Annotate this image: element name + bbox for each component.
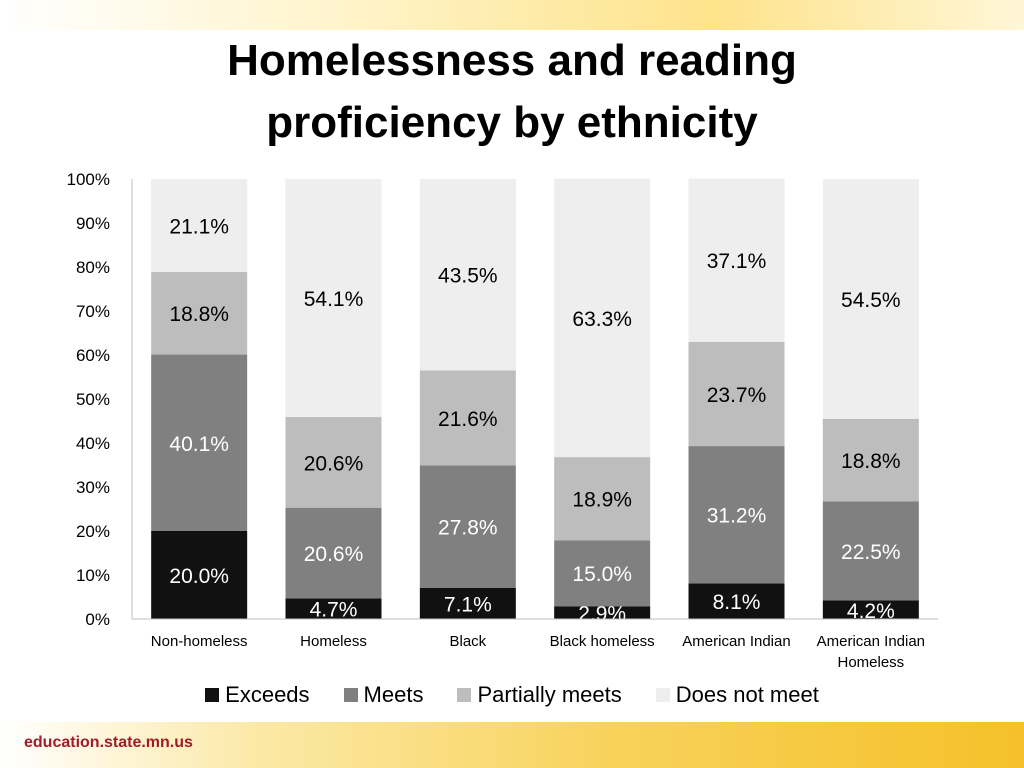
footer-url[interactable]: education.state.mn.us — [24, 734, 193, 751]
y-tick-label: 90% — [76, 214, 110, 233]
chart-title: Homelessness and reading proficiency by … — [227, 36, 797, 147]
bar-segment — [554, 178, 651, 458]
x-category-label: Homeless — [300, 633, 367, 650]
y-tick-label: 80% — [76, 258, 110, 277]
data-label: 18.8% — [841, 450, 901, 473]
legend-label: Meets — [363, 682, 424, 707]
bar-segment — [285, 179, 382, 418]
data-label: 23.7% — [707, 384, 767, 407]
y-tick-label: 0% — [85, 610, 110, 629]
header-band — [0, 0, 1024, 30]
bar-segment — [151, 354, 248, 531]
data-label: 54.5% — [841, 289, 901, 312]
y-tick-label: 100% — [67, 170, 110, 189]
bar-segment — [285, 417, 382, 508]
data-label: 20.6% — [304, 452, 364, 475]
legend-swatch — [655, 688, 670, 702]
legend-item: Does not meet — [655, 682, 819, 708]
data-label: 31.2% — [707, 505, 767, 528]
data-label: 15.0% — [572, 563, 632, 586]
data-label: 63.3% — [572, 308, 632, 331]
bar-segment — [554, 457, 651, 541]
chart-legend: Exceeds Meets Partially meets Does not meet — [0, 682, 1024, 708]
bar-segment — [285, 507, 382, 599]
data-label: 22.5% — [841, 541, 901, 564]
data-label: 7.1% — [444, 593, 492, 616]
bar-segment — [151, 271, 248, 355]
legend-swatch — [343, 688, 358, 702]
data-label: 4.7% — [310, 599, 358, 622]
bar-segment — [419, 370, 516, 466]
bar-segment — [688, 583, 785, 619]
bar-segment — [285, 598, 382, 619]
legend-item: Exceeds — [205, 682, 310, 708]
y-tick-label: 60% — [76, 346, 110, 365]
y-tick-label: 20% — [76, 522, 110, 541]
bar-segment — [419, 179, 516, 371]
y-tick-label: 30% — [76, 478, 110, 497]
data-label: 21.6% — [438, 408, 498, 431]
legend-label: Does not meet — [675, 682, 819, 707]
bar-segment — [822, 179, 919, 419]
bar-segment — [554, 606, 651, 619]
data-label: 4.2% — [847, 600, 895, 623]
legend-item: Partially meets — [457, 682, 622, 708]
y-tick-label: 70% — [76, 302, 110, 321]
x-category-label: American Indian — [682, 633, 790, 650]
x-category-label: Homeless — [837, 654, 904, 671]
bar-segment — [688, 178, 785, 342]
data-label: 20.0% — [169, 565, 229, 588]
x-category-label: Black — [449, 633, 486, 650]
legend-item: Meets — [343, 682, 424, 708]
data-label: 54.1% — [304, 288, 364, 311]
footer-band — [0, 722, 1024, 768]
data-label: 18.8% — [169, 303, 229, 326]
bar-segment — [822, 418, 919, 502]
bar-segment — [822, 501, 919, 601]
data-label: 2.9% — [578, 603, 626, 626]
data-label: 8.1% — [713, 591, 761, 614]
bar-segment — [419, 465, 516, 588]
y-tick-label: 50% — [76, 390, 110, 409]
y-tick-label: 40% — [76, 434, 110, 453]
bar-segment — [688, 446, 785, 584]
chart: 0% 10% 20% 30% 40% 50% 60% 70% 80% 90% 100% 20.0% 40… — [67, 170, 938, 671]
bar-segment — [688, 341, 785, 447]
bar-segment — [554, 540, 651, 607]
bar-segment — [151, 179, 248, 272]
data-label: 18.9% — [572, 489, 632, 512]
data-label: 40.1% — [169, 433, 229, 456]
x-category-label: American Indian — [817, 633, 925, 650]
data-label: 43.5% — [438, 265, 498, 288]
x-category-label: Black homeless — [550, 633, 655, 650]
x-category-label: Non-homeless — [151, 633, 248, 650]
legend-swatch — [457, 688, 472, 702]
legend-label: Partially meets — [477, 682, 622, 707]
data-label: 27.8% — [438, 517, 498, 540]
bar-segment — [151, 531, 248, 619]
legend-swatch — [205, 688, 220, 702]
bar-segment — [822, 600, 919, 619]
bar-segment — [419, 587, 516, 619]
data-label: 20.6% — [304, 543, 364, 566]
legend-label: Exceeds — [225, 682, 310, 707]
y-tick-label: 10% — [76, 566, 110, 585]
data-label: 37.1% — [707, 250, 767, 273]
data-label: 21.1% — [169, 215, 229, 238]
